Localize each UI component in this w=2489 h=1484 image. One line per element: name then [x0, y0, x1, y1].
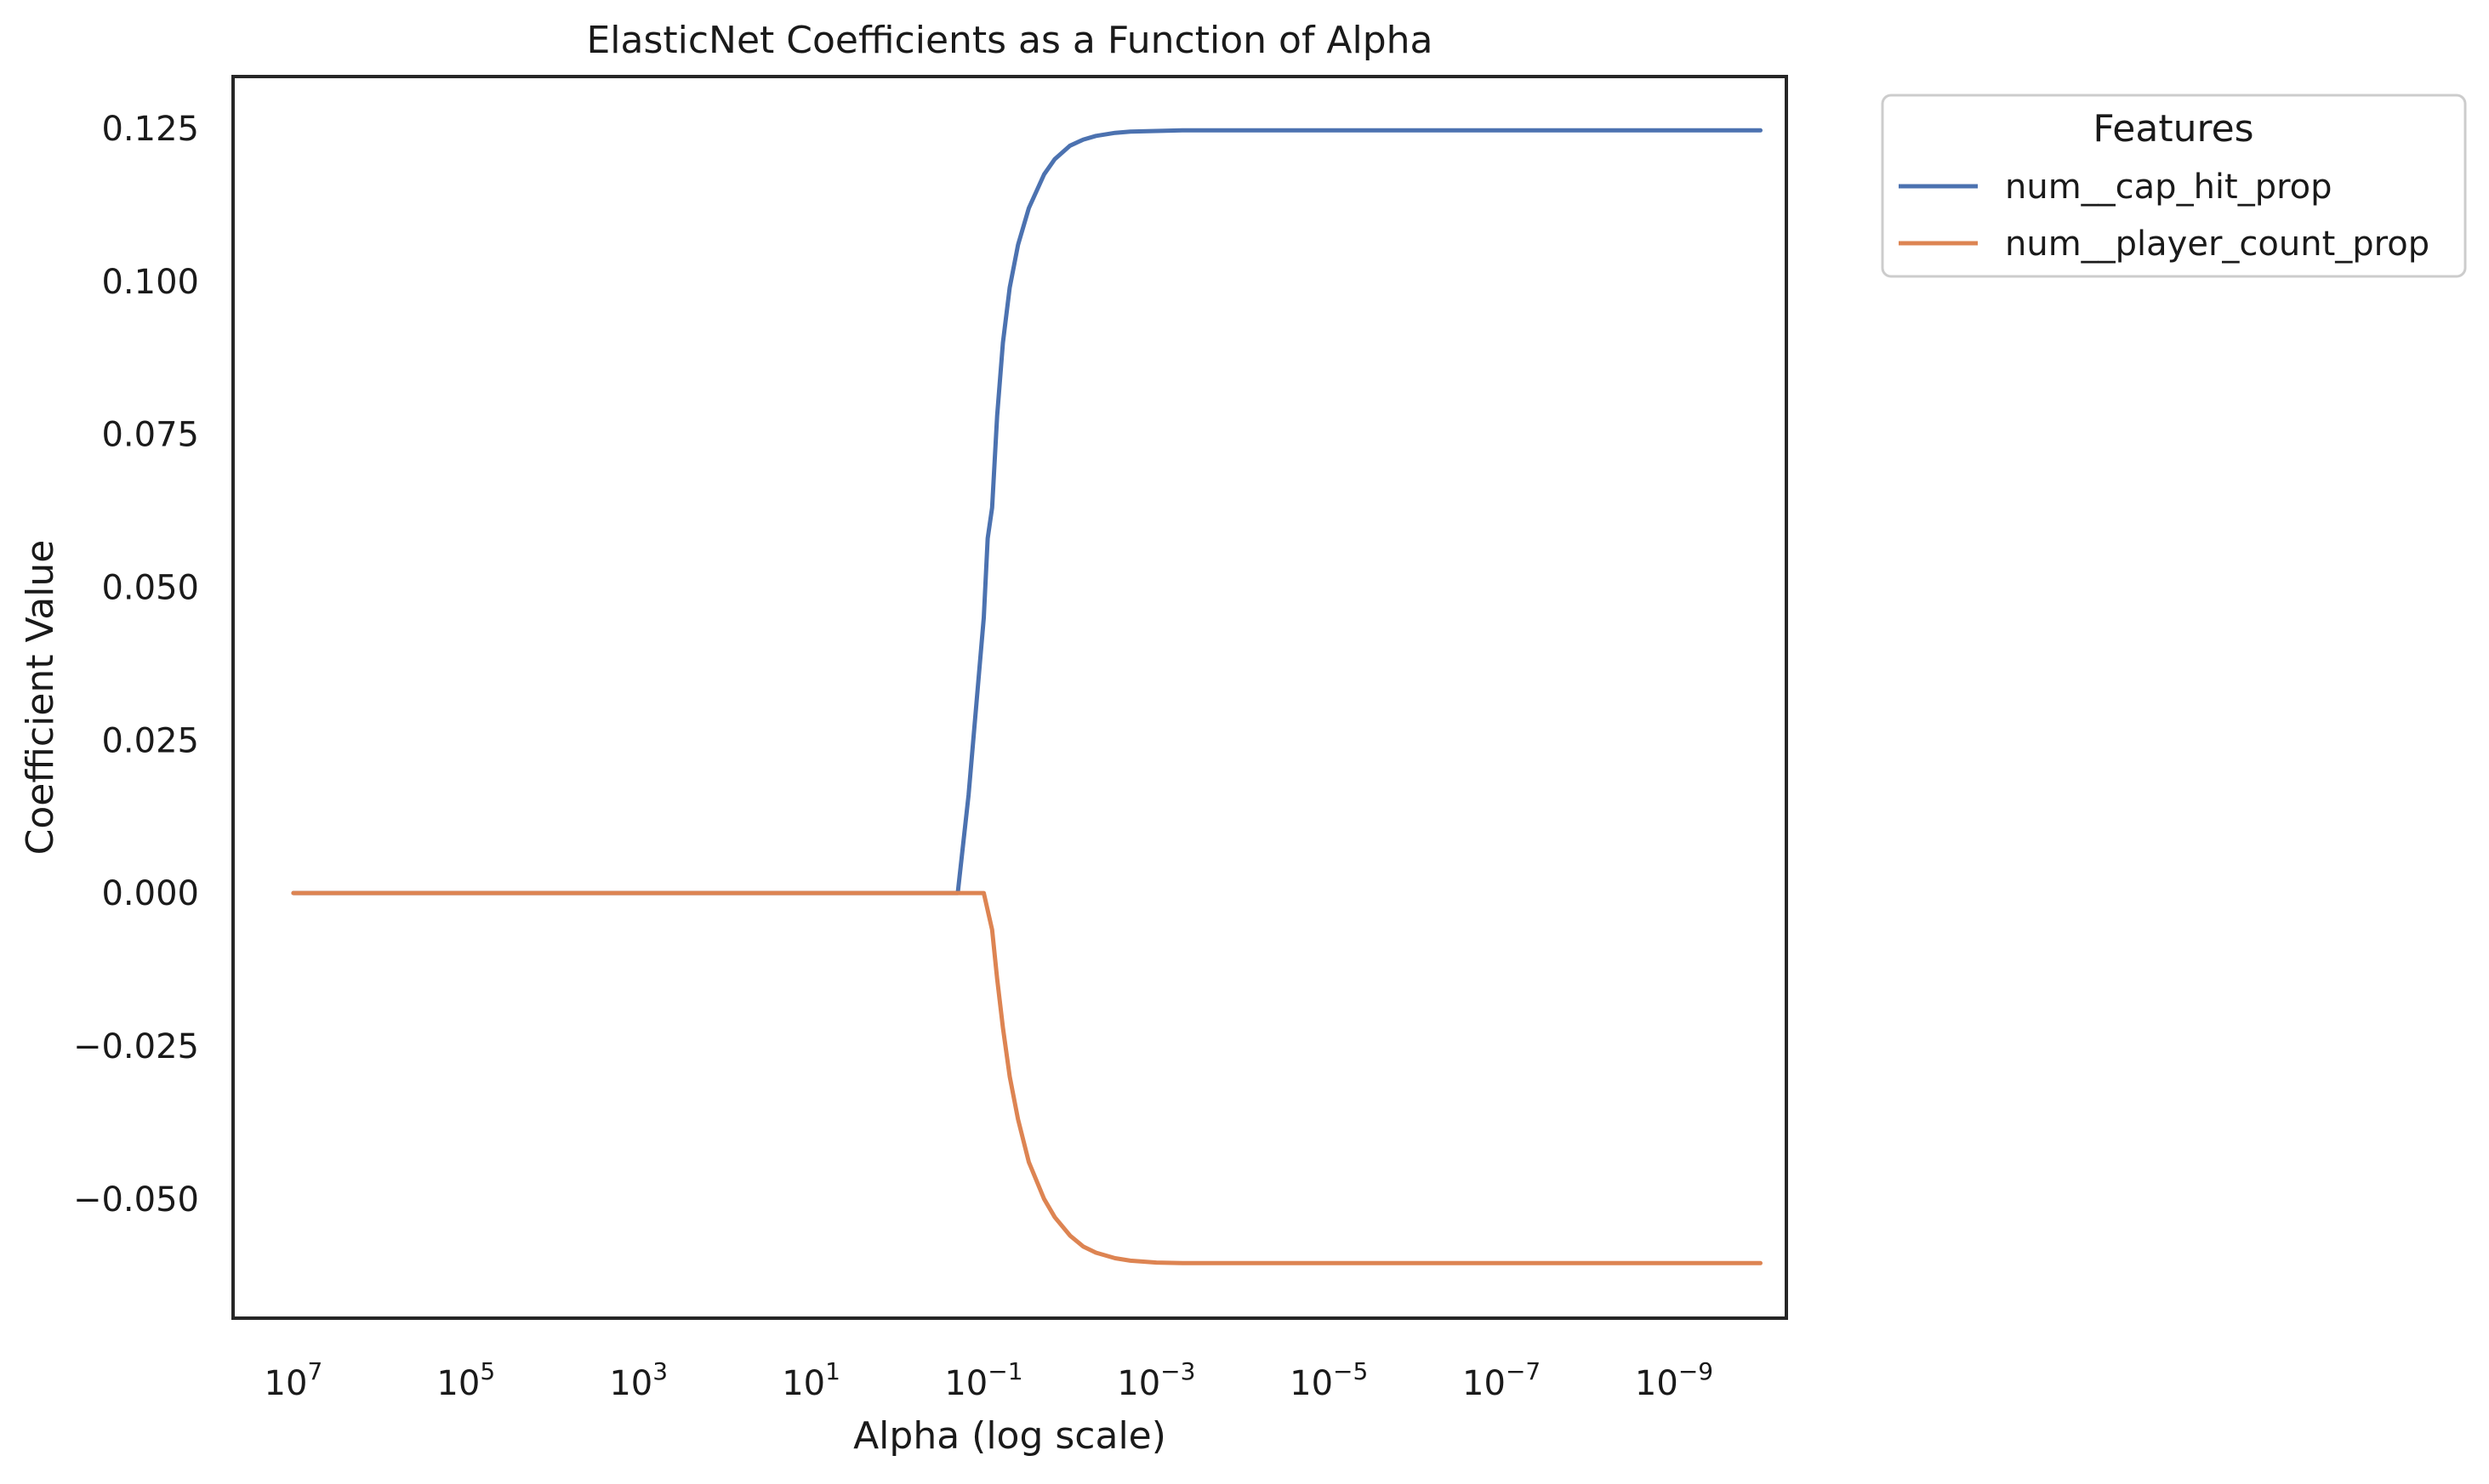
legend-frame	[1881, 94, 2467, 278]
chart-title: ElasticNet Coefficients as a Function of…	[586, 19, 1432, 62]
y-tick-label: 0.025	[101, 721, 199, 760]
y-tick-label: 0.125	[101, 110, 199, 149]
x-tick-exponent: −5	[1333, 1357, 1368, 1385]
legend-label: num__cap_hit_prop	[2005, 168, 2332, 207]
x-tick-exponent: −7	[1506, 1357, 1541, 1385]
x-tick-label: 10−1	[944, 1357, 1022, 1403]
x-tick-exponent: −9	[1678, 1357, 1713, 1385]
y-tick-label: 0.075	[101, 416, 199, 455]
series-layer	[291, 128, 1763, 1265]
x-tick-label: 103	[609, 1357, 668, 1403]
x-tick-label: 101	[782, 1357, 840, 1403]
x-tick-base: 10	[1462, 1364, 1506, 1403]
legend-label: num__player_count_prop	[2005, 225, 2429, 264]
y-tick-label: −0.050	[73, 1180, 199, 1220]
series-line-0	[291, 128, 1763, 896]
x-tick-label: 107	[265, 1357, 323, 1403]
x-tick-exponent: 1	[825, 1357, 840, 1385]
x-tick-label: 10−3	[1117, 1357, 1195, 1403]
y-axis-ticks: 0.125 0.100 0.075 0.050 0.025 0.000 −0.025 −0.0…	[73, 110, 199, 1220]
x-tick-label: 10−7	[1462, 1357, 1541, 1403]
x-tick-base: 10	[609, 1364, 652, 1403]
x-tick-base: 10	[1117, 1364, 1160, 1403]
x-tick-exponent: 7	[307, 1357, 322, 1385]
x-tick-exponent: −3	[1160, 1357, 1195, 1385]
y-tick-label: 0.000	[101, 874, 199, 913]
x-tick-label: 105	[436, 1357, 495, 1403]
plot-area	[231, 75, 1788, 1320]
legend: Features num__cap_hit_prop num__player_co…	[1881, 94, 2467, 278]
x-tick-base: 10	[436, 1364, 480, 1403]
legend-title: Features	[2093, 107, 2253, 151]
x-tick-exponent: −1	[988, 1357, 1022, 1385]
x-axis-ticks: 107 105 103 101 10−1 10−3 10−5 10−7 10−9	[265, 1357, 1714, 1403]
series-line-1	[291, 890, 1763, 1265]
x-tick-base: 10	[1290, 1364, 1333, 1403]
x-tick-exponent: 5	[480, 1357, 495, 1385]
x-tick-base: 10	[944, 1364, 988, 1403]
x-tick-exponent: 3	[652, 1357, 668, 1385]
y-tick-label: 0.100	[101, 263, 199, 302]
y-tick-label: −0.025	[73, 1027, 199, 1066]
legend-items: num__cap_hit_prop num__player_count_prop	[1899, 168, 2429, 264]
y-tick-label: 0.050	[101, 569, 199, 608]
x-axis-label: Alpha (log scale)	[853, 1414, 1166, 1458]
plot-frame	[231, 75, 1788, 1320]
x-tick-label: 10−9	[1635, 1357, 1713, 1403]
x-tick-label: 10−5	[1290, 1357, 1368, 1403]
y-axis-label: Coefficient Value	[19, 540, 62, 856]
x-tick-base: 10	[265, 1364, 308, 1403]
x-tick-base: 10	[1635, 1364, 1678, 1403]
x-tick-base: 10	[782, 1364, 825, 1403]
